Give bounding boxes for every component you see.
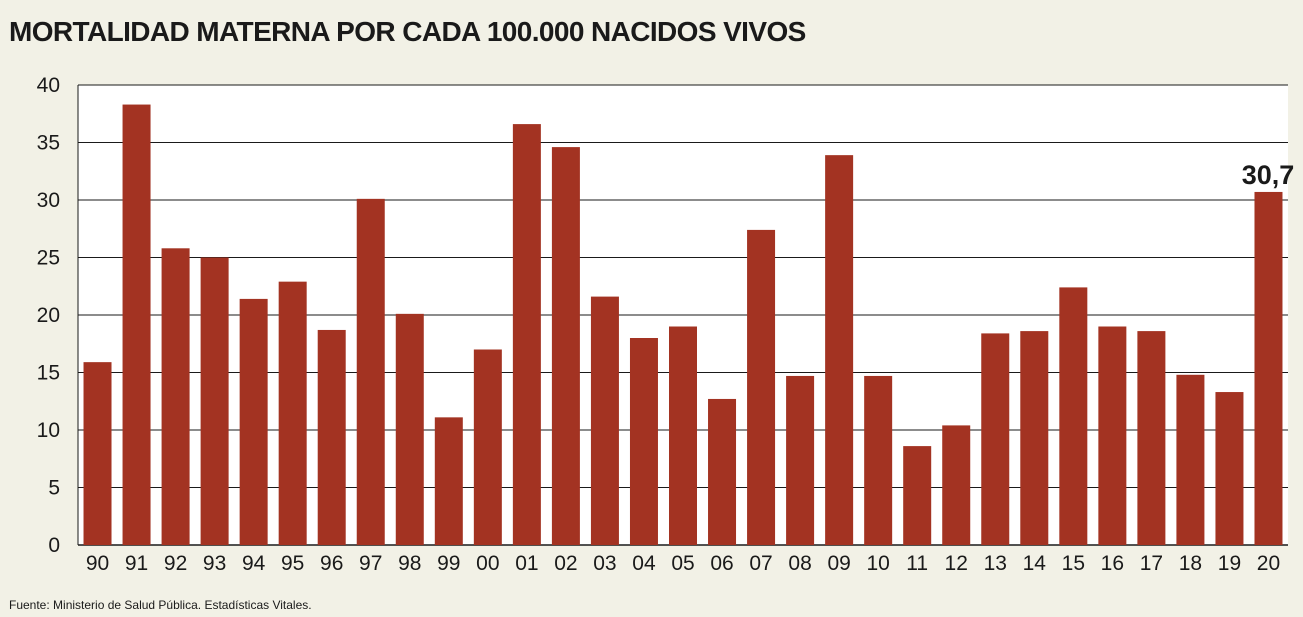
x-tick-label: 94 [242, 552, 266, 575]
bar [83, 362, 112, 545]
x-tick-label: 91 [125, 552, 148, 575]
bar [473, 349, 502, 545]
x-tick-label: 12 [945, 552, 968, 575]
bar [1176, 374, 1205, 545]
bar [356, 198, 385, 545]
y-tick-label: 0 [48, 534, 60, 557]
x-tick-label: 15 [1062, 552, 1085, 575]
bar [825, 155, 854, 545]
x-tick-label: 04 [632, 552, 656, 575]
x-tick-label: 13 [984, 552, 1007, 575]
x-tick-label: 99 [437, 552, 460, 575]
x-tick-label: 16 [1101, 552, 1124, 575]
x-tick-label: 95 [281, 552, 304, 575]
bar [239, 298, 268, 545]
x-tick-label: 96 [320, 552, 343, 575]
bar [161, 248, 190, 546]
bar [981, 333, 1010, 545]
bar [864, 375, 893, 545]
annotations: 30,7 [1242, 160, 1295, 190]
x-tick-label: 92 [164, 552, 187, 575]
y-tick-label: 20 [37, 304, 60, 327]
x-tick-label: 10 [866, 552, 889, 575]
y-tick-label: 10 [37, 419, 60, 442]
bar [1137, 331, 1166, 545]
x-axis-ticks: 90 91 92 93 94 95 96 97 98 99 00 01 02 03 04 05 06 07 08 09… [86, 552, 1280, 575]
x-tick-label: 93 [203, 552, 226, 575]
bar [629, 338, 658, 545]
y-tick-label: 5 [48, 477, 60, 500]
bar [708, 398, 737, 545]
bar [590, 296, 619, 545]
x-tick-label: 08 [788, 552, 811, 575]
bar [747, 229, 776, 545]
x-tick-label: 09 [827, 552, 850, 575]
y-tick-label: 30 [37, 189, 60, 212]
bar [669, 326, 697, 545]
x-tick-label: 18 [1179, 552, 1202, 575]
y-tick-label: 35 [37, 132, 60, 155]
bar [512, 124, 541, 545]
x-tick-label: 17 [1140, 552, 1163, 575]
bar [317, 329, 346, 545]
x-tick-label: 11 [906, 552, 928, 575]
x-tick-label: 98 [398, 552, 421, 575]
bar [551, 147, 580, 545]
bar [1215, 392, 1244, 545]
x-tick-label: 20 [1257, 552, 1280, 575]
x-tick-label: 02 [554, 552, 577, 575]
y-tick-label: 15 [37, 362, 60, 385]
bar [395, 313, 424, 545]
x-tick-label: 05 [671, 552, 694, 575]
x-tick-label: 07 [749, 552, 772, 575]
bar [903, 446, 932, 545]
x-tick-label: 14 [1023, 552, 1047, 575]
y-tick-label: 40 [37, 74, 60, 97]
x-tick-label: 90 [86, 552, 109, 575]
bar [1020, 331, 1049, 545]
bar [1254, 191, 1283, 545]
bar [1059, 287, 1088, 545]
data-label: 30,7 [1242, 160, 1295, 190]
bar [1098, 326, 1127, 545]
bar [200, 257, 229, 545]
y-tick-label: 25 [37, 247, 60, 270]
bar [434, 417, 463, 545]
x-tick-label: 19 [1218, 552, 1241, 575]
y-axis-ticks: 0 5 10 15 20 25 30 35 40 [37, 74, 60, 557]
x-tick-label: 97 [359, 552, 382, 575]
x-tick-label: 03 [593, 552, 616, 575]
source-note: Fuente: Ministerio de Salud Pública. Est… [9, 598, 312, 612]
bar [786, 375, 815, 545]
bar [942, 425, 971, 545]
bar [122, 104, 151, 546]
x-tick-label: 06 [710, 552, 733, 575]
bars [83, 104, 1283, 546]
chart-title: MORTALIDAD MATERNA POR CADA 100.000 NACI… [9, 16, 806, 47]
x-tick-label: 01 [515, 552, 538, 575]
x-tick-label: 00 [476, 552, 499, 575]
bar [278, 281, 307, 545]
